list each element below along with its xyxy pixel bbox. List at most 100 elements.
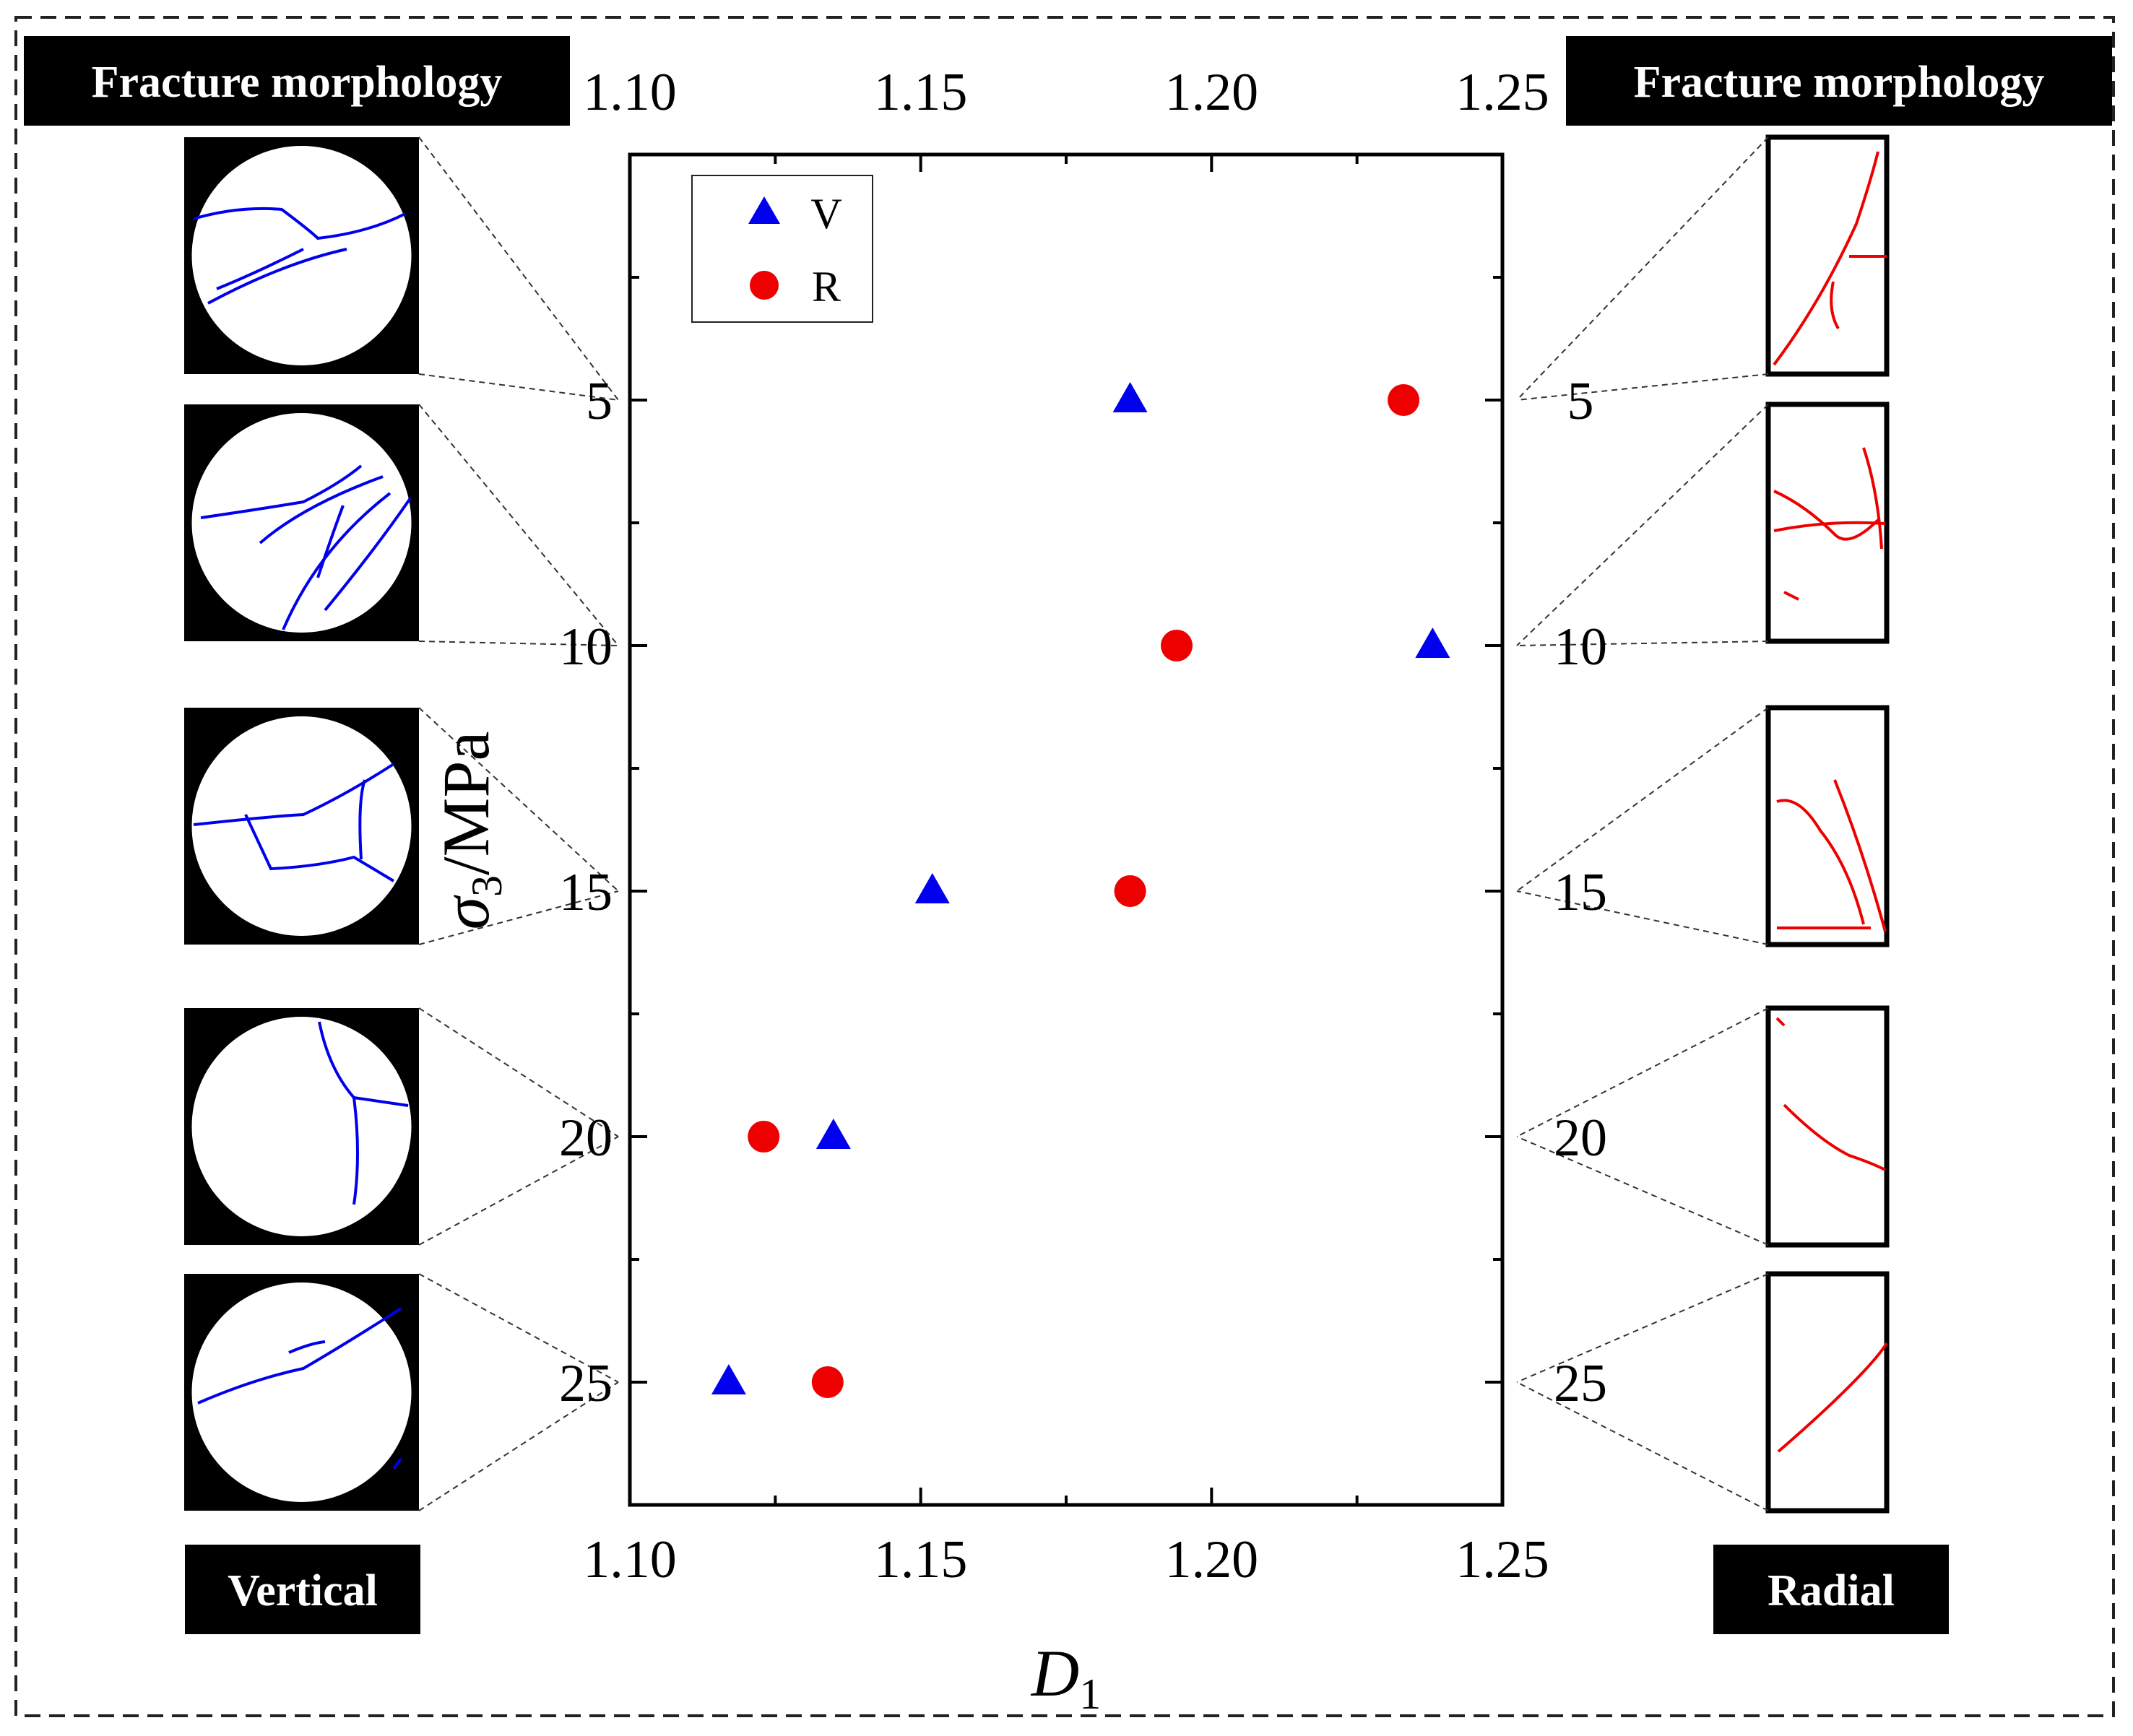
data-markers	[711, 382, 1450, 1398]
radial-crack-line	[1783, 1103, 1886, 1171]
tick-labels: 1.10 1.15 1.20 1.25 1.10 1.15 1.20 1.25 5 10 15 20 2…	[559, 63, 1607, 1589]
vertical-crack-line	[197, 1307, 402, 1405]
r-marker-circle	[1388, 384, 1420, 416]
x-axis-title-sub: 1	[1079, 1670, 1101, 1718]
vertical-crack-line	[193, 207, 406, 240]
x-tick-label: 1.10	[583, 1530, 677, 1589]
x-axis-title: D1	[1030, 1636, 1101, 1718]
circle-crack-icon	[191, 716, 412, 936]
v-marker-triangle	[914, 873, 950, 903]
guide-line-left	[418, 373, 619, 401]
guide-line-left	[418, 136, 619, 401]
r-marker-circle	[811, 1366, 844, 1398]
left-title-text: Fracture morphology	[92, 58, 503, 107]
radial-crack-line	[1862, 447, 1883, 550]
guide-line-left	[418, 1007, 619, 1137]
guide-line-left	[418, 707, 619, 892]
vertical-crack-line	[358, 779, 366, 860]
vertical-crack-line	[324, 497, 412, 612]
left-footer-box: Vertical	[185, 1545, 420, 1634]
y-axis-title-sub: 3	[463, 875, 511, 897]
y-tick-label-right: 20	[1554, 1108, 1607, 1168]
y-tick-label-left: 5	[586, 372, 613, 431]
radial-crack-line	[1775, 1017, 1786, 1027]
left-footer-text: Vertical	[228, 1566, 378, 1615]
legend-label-r: R	[812, 263, 841, 311]
v-marker-triangle	[711, 1364, 746, 1394]
guide-line-left	[418, 1273, 619, 1383]
guide-line-left	[418, 890, 619, 945]
guide-line-left	[418, 404, 619, 646]
y-tick-label-left: 20	[559, 1108, 613, 1168]
vertical-crack-line	[259, 475, 384, 544]
radial-crack-line	[1773, 490, 1879, 541]
radial-crack-line	[1776, 799, 1865, 925]
radial-crack-line	[1833, 779, 1887, 932]
y-tick-label-left: 15	[559, 863, 613, 922]
x-top-tick-label: 1.15	[874, 63, 968, 122]
vertical-crack-line	[288, 1340, 326, 1354]
x-top-tick-label: 1.20	[1165, 63, 1259, 122]
x-tick-label: 1.20	[1165, 1530, 1259, 1589]
outer-dashed-border	[14, 16, 2115, 1717]
y-axis-title-sigma: σ	[429, 894, 503, 929]
vertical-crack-line	[318, 1021, 355, 1099]
guide-line-right	[1516, 404, 1769, 646]
x-tick-label: 1.15	[874, 1530, 968, 1589]
guide-line-left	[418, 641, 619, 646]
guide-line-left	[418, 1381, 619, 1511]
right-footer-box: Radial	[1713, 1545, 1949, 1634]
v-marker-triangle	[815, 1119, 851, 1149]
vertical-specimen-column	[184, 137, 419, 1511]
guide-line-right	[1516, 890, 1769, 945]
circle-crack-icon	[191, 1017, 412, 1236]
v-marker-triangle	[1415, 628, 1450, 658]
radial-crack-line	[1783, 591, 1799, 601]
rectangle-crack-icon	[1765, 1271, 1890, 1514]
vertical-crack-line	[353, 1096, 409, 1107]
vertical-crack-line	[316, 505, 345, 578]
vertical-crack-line	[200, 464, 363, 519]
plot-frame	[628, 152, 1505, 1507]
x-top-tick-label: 1.25	[1455, 63, 1549, 122]
x-top-tick-label: 1.10	[583, 63, 677, 122]
vertical-crack-line	[392, 1457, 402, 1470]
axis-ticks	[628, 155, 1504, 1506]
vertical-crack-line	[216, 248, 304, 290]
guide-line-right	[1516, 136, 1769, 401]
vertical-crack-line	[207, 248, 347, 305]
rectangle-crack-icon	[1765, 1005, 1890, 1248]
r-marker-circle	[1114, 875, 1146, 907]
radial-crack-line	[1830, 281, 1840, 330]
radial-crack-line	[1777, 1342, 1888, 1453]
y-tick-label-left: 10	[559, 617, 613, 677]
radial-crack-line	[1773, 151, 1879, 366]
guide-line-right	[1516, 1136, 1769, 1246]
radial-specimen-column	[1765, 134, 1890, 1514]
y-tick-label-right: 25	[1554, 1354, 1607, 1413]
r-marker-circle	[1161, 630, 1193, 661]
circle-crack-icon	[191, 413, 412, 633]
guide-line-right	[1516, 707, 1769, 892]
r-marker-circle	[748, 1121, 780, 1153]
vertical-crack-line	[244, 814, 395, 882]
legend: V R	[691, 175, 873, 323]
left-title-box: Fracture morphology	[24, 36, 570, 126]
y-axis-title: σ3/MPa	[429, 732, 511, 930]
x-tick-label: 1.25	[1455, 1530, 1549, 1589]
guide-line-right	[1516, 1007, 1769, 1137]
legend-triangle-icon	[748, 196, 780, 224]
y-tick-label-left: 25	[559, 1354, 613, 1413]
y-tick-label-right: 10	[1554, 617, 1607, 677]
right-title-box: Fracture morphology	[1566, 36, 2112, 126]
right-title-text: Fracture morphology	[1634, 58, 2045, 107]
y-tick-label-right: 15	[1554, 863, 1607, 922]
guide-line-right	[1516, 641, 1769, 646]
guide-line-right	[1516, 1273, 1769, 1383]
radial-crack-line	[1773, 521, 1886, 532]
y-tick-label-right: 5	[1567, 372, 1594, 431]
legend-box	[691, 175, 873, 323]
guide-lines	[418, 136, 1769, 1511]
x-axis-title-main: D	[1030, 1636, 1079, 1710]
